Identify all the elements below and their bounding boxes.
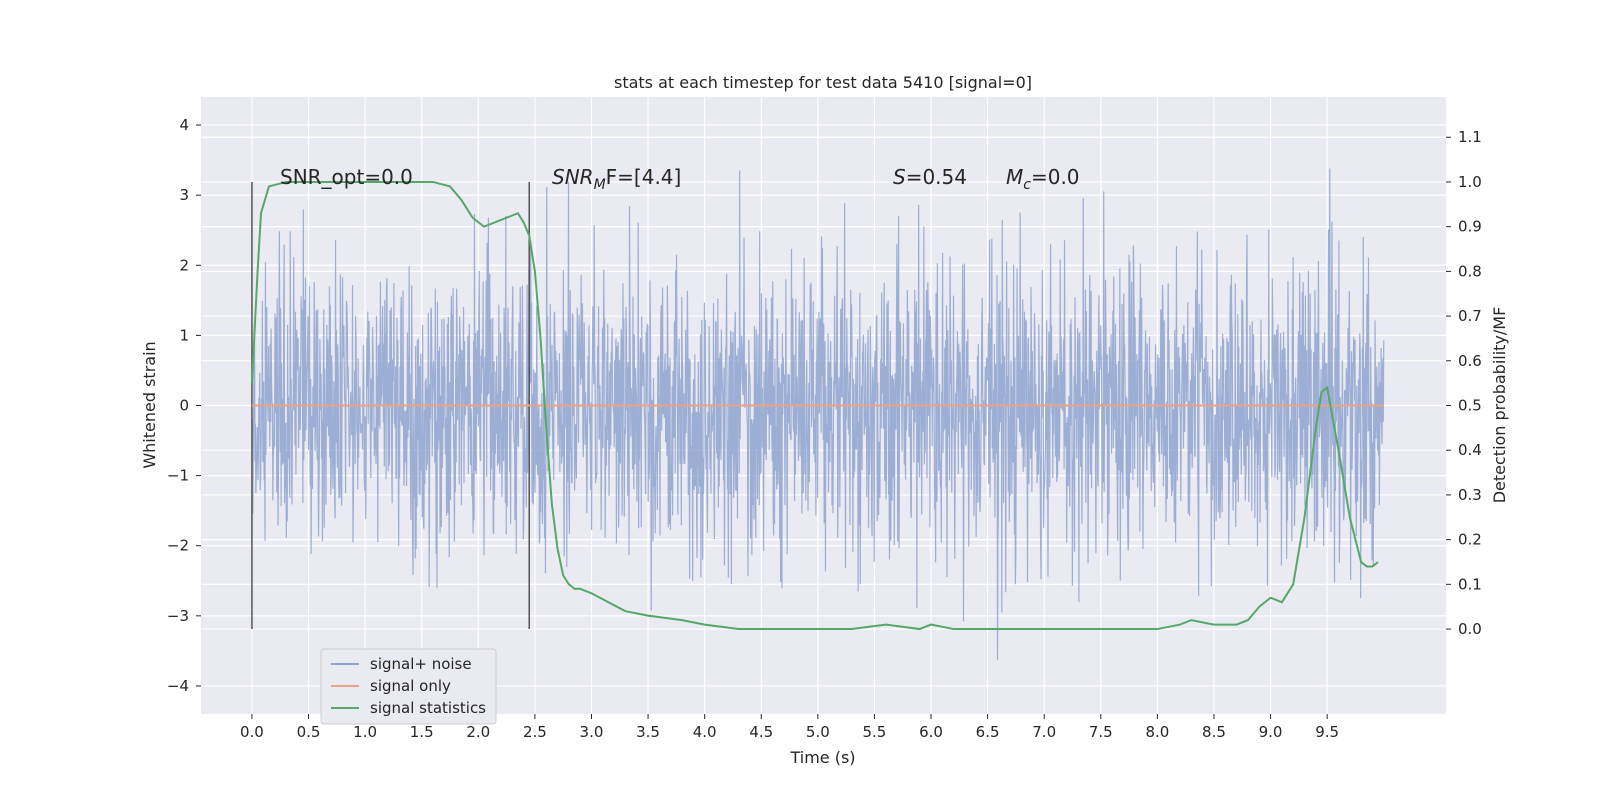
legend-label-signal-statistics: signal statistics [370, 699, 486, 717]
y2-tick-label: 0.8 [1458, 262, 1482, 280]
x-tick-label: 3.5 [636, 723, 660, 741]
x-tick-label: 4.0 [693, 723, 717, 741]
y2-tick-label: 0.4 [1458, 441, 1482, 459]
mc-sub: c [1023, 177, 1031, 193]
x-tick-label: 0.5 [297, 723, 321, 741]
x-tick-label: 0.0 [240, 723, 264, 741]
x-tick-label: 5.5 [863, 723, 887, 741]
y-tick-label: 0 [179, 397, 189, 415]
x-tick-label: 2.5 [523, 723, 547, 741]
y2-tick-label: 0.1 [1458, 575, 1482, 593]
snr-mf-sub: M [594, 177, 606, 193]
y2-tick-label: 0.5 [1458, 397, 1482, 415]
mc-italic: M [1006, 165, 1023, 189]
chart-title: stats at each timestep for test data 541… [614, 73, 1032, 92]
legend-label-signal-only: signal only [370, 677, 451, 695]
x-axis-label: Time (s) [789, 748, 855, 767]
snr-mf-rest: F=[4.4] [606, 165, 682, 189]
x-tick-label: 5.0 [806, 723, 830, 741]
y2-axis-ticks: 1.1 1.0 0.9 0.8 0.7 0.6 0.5 0.4 0.3 0.2 0.1 0.0 [1446, 128, 1482, 638]
y2-tick-label: 0.2 [1458, 531, 1482, 549]
x-axis-ticks: 0.0 0.5 1.0 1.5 2.0 2.5 3.0 3.5 4.0 4.5 5.0 5.5 6.0 6… [240, 714, 1339, 741]
y-tick-label: 3 [179, 186, 189, 204]
mc-annotation: Mc=0.0 [1006, 165, 1080, 193]
x-tick-label: 8.0 [1145, 723, 1169, 741]
x-tick-label: 6.5 [976, 723, 1000, 741]
y-tick-label: −2 [167, 537, 189, 555]
x-tick-label: 9.5 [1315, 723, 1339, 741]
y2-tick-label: 0.0 [1458, 620, 1482, 638]
y2-tick-label: 0.6 [1458, 352, 1482, 370]
x-tick-label: 7.5 [1089, 723, 1113, 741]
snr-mf-italic: SNR [552, 165, 594, 189]
x-tick-label: 2.0 [466, 723, 490, 741]
y2-tick-label: 1.1 [1458, 128, 1482, 146]
legend-label-signal-noise: signal+ noise [370, 655, 472, 673]
x-tick-label: 4.5 [749, 723, 773, 741]
y-tick-label: 4 [179, 116, 189, 134]
line-series [250, 180, 1384, 631]
s-annotation: S=0.54 [893, 165, 967, 189]
x-tick-label: 7.0 [1032, 723, 1056, 741]
s-italic: S [893, 165, 906, 189]
y-tick-label: −3 [167, 607, 189, 625]
x-tick-label: 9.0 [1259, 723, 1283, 741]
y2-tick-label: 0.9 [1458, 218, 1482, 236]
y-tick-label: −1 [167, 467, 189, 485]
s-rest: =0.54 [906, 165, 967, 189]
y-tick-label: 2 [179, 256, 189, 274]
noise-series [251, 168, 1385, 660]
y-axis-ticks: 4 3 2 1 0 −1 −2 −3 −4 [167, 116, 201, 695]
series-signal-statistics [250, 180, 1379, 631]
y2-tick-label: 1.0 [1458, 173, 1482, 191]
legend: signal+ noise signal only signal statist… [320, 648, 497, 725]
y2-tick-label: 0.3 [1458, 486, 1482, 504]
x-tick-label: 1.0 [353, 723, 377, 741]
x-tick-label: 8.5 [1202, 723, 1226, 741]
snr-mf-annotation: SNRMF=[4.4] [552, 165, 681, 193]
x-tick-label: 6.0 [919, 723, 943, 741]
series-signal-noise [251, 168, 1385, 660]
y-tick-label: 1 [179, 326, 189, 344]
y2-tick-label: 0.7 [1458, 307, 1482, 325]
y2-axis-label: Detection probability/MF [1490, 307, 1509, 504]
y-tick-label: −4 [167, 677, 189, 695]
x-tick-label: 1.5 [410, 723, 434, 741]
y-axis-label: Whitened strain [140, 341, 159, 468]
snr-opt-annotation: SNR_opt=0.0 [280, 165, 413, 189]
x-tick-label: 3.0 [580, 723, 604, 741]
legend-box [320, 648, 497, 725]
mc-rest: =0.0 [1031, 165, 1080, 189]
